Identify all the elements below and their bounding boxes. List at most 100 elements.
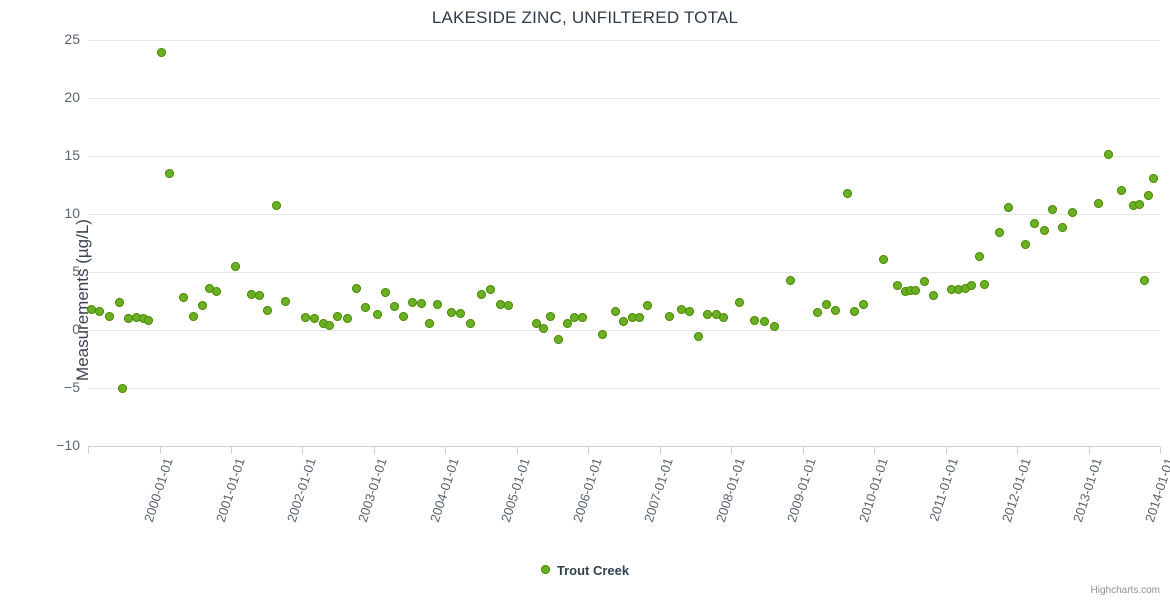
data-point[interactable] [1140, 275, 1150, 285]
data-point[interactable] [156, 48, 166, 58]
data-point[interactable] [850, 306, 860, 316]
data-point[interactable] [352, 283, 362, 293]
data-point[interactable] [399, 311, 409, 321]
data-point[interactable] [361, 303, 371, 313]
data-point[interactable] [538, 324, 548, 334]
data-point[interactable] [994, 228, 1004, 238]
data-point[interactable] [205, 283, 215, 293]
data-point[interactable] [598, 330, 608, 340]
data-point[interactable] [231, 261, 241, 271]
data-point[interactable] [189, 311, 199, 321]
data-point[interactable] [456, 309, 466, 319]
data-point[interactable] [87, 304, 97, 314]
data-point[interactable] [1048, 204, 1058, 214]
data-point[interactable] [1004, 202, 1014, 212]
data-point[interactable] [310, 313, 320, 323]
data-point[interactable] [980, 280, 990, 290]
data-point[interactable] [105, 311, 115, 321]
data-point[interactable] [132, 312, 142, 322]
data-point[interactable] [693, 332, 703, 342]
data-point[interactable] [821, 299, 831, 309]
data-point[interactable] [417, 298, 427, 308]
data-point[interactable] [664, 311, 674, 321]
data-point[interactable] [1117, 186, 1127, 196]
data-point[interactable] [343, 313, 353, 323]
data-point[interactable] [734, 297, 744, 307]
data-point[interactable] [545, 311, 555, 321]
data-point[interactable] [610, 306, 620, 316]
data-point[interactable] [123, 313, 133, 323]
data-point[interactable] [635, 312, 645, 322]
data-point[interactable] [1030, 218, 1040, 228]
data-point[interactable] [553, 334, 563, 344]
data-point[interactable] [407, 297, 417, 307]
data-point[interactable] [1021, 239, 1031, 249]
data-point[interactable] [967, 281, 977, 291]
data-point[interactable] [960, 283, 970, 293]
data-point[interactable] [246, 289, 256, 299]
data-point[interactable] [117, 383, 127, 393]
data-point[interactable] [115, 297, 124, 307]
data-point[interactable] [496, 299, 506, 309]
data-point[interactable] [676, 304, 686, 314]
data-point[interactable] [95, 306, 105, 316]
data-point[interactable] [812, 308, 822, 318]
data-point[interactable] [643, 301, 653, 311]
data-point[interactable] [1067, 208, 1077, 218]
data-point[interactable] [447, 308, 457, 318]
data-point[interactable] [504, 301, 514, 311]
data-point[interactable] [138, 313, 148, 323]
data-point[interactable] [486, 284, 496, 294]
data-point[interactable] [333, 311, 343, 321]
data-point[interactable] [893, 281, 903, 291]
data-point[interactable] [531, 318, 541, 328]
data-point[interactable] [432, 299, 442, 309]
data-point[interactable] [262, 305, 272, 315]
data-point[interactable] [143, 316, 153, 326]
data-point[interactable] [947, 284, 957, 294]
data-point[interactable] [929, 290, 939, 300]
data-point[interactable] [911, 286, 921, 296]
data-point[interactable] [373, 310, 383, 320]
data-point[interactable] [718, 312, 728, 322]
data-point[interactable] [1104, 150, 1114, 160]
data-point[interactable] [254, 290, 264, 300]
data-point[interactable] [271, 201, 281, 211]
data-point[interactable] [786, 275, 796, 285]
data-point[interactable] [577, 312, 587, 322]
data-point[interactable] [974, 252, 984, 262]
data-point[interactable] [1149, 173, 1159, 183]
data-point[interactable] [300, 312, 310, 322]
data-point[interactable] [1093, 199, 1103, 209]
data-point[interactable] [325, 320, 335, 330]
data-point[interactable] [319, 318, 329, 328]
data-point[interactable] [684, 306, 694, 316]
data-point[interactable] [702, 310, 712, 320]
legend-item-trout-creek[interactable]: Trout Creek [540, 562, 629, 578]
data-point[interactable] [198, 301, 208, 311]
data-point[interactable] [953, 284, 963, 294]
data-point[interactable] [466, 318, 476, 328]
highcharts-credits[interactable]: Highcharts.com [1090, 585, 1160, 596]
data-point[interactable] [750, 316, 760, 326]
data-point[interactable] [711, 310, 721, 320]
data-point[interactable] [830, 305, 840, 315]
data-point[interactable] [770, 322, 780, 332]
data-point[interactable] [569, 312, 579, 322]
data-point[interactable] [1129, 201, 1139, 211]
data-point[interactable] [619, 317, 629, 327]
data-point[interactable] [760, 317, 770, 327]
data-point[interactable] [843, 188, 853, 198]
data-point[interactable] [1039, 225, 1049, 235]
data-point[interactable] [1143, 190, 1153, 200]
data-point[interactable] [1057, 223, 1067, 233]
data-point[interactable] [164, 168, 174, 178]
data-point[interactable] [859, 299, 869, 309]
data-point[interactable] [562, 318, 572, 328]
data-point[interactable] [900, 287, 910, 297]
data-point[interactable] [381, 288, 391, 298]
data-point[interactable] [477, 289, 487, 299]
data-point[interactable] [1135, 200, 1145, 210]
data-point[interactable] [628, 312, 637, 322]
data-point[interactable] [905, 286, 915, 296]
